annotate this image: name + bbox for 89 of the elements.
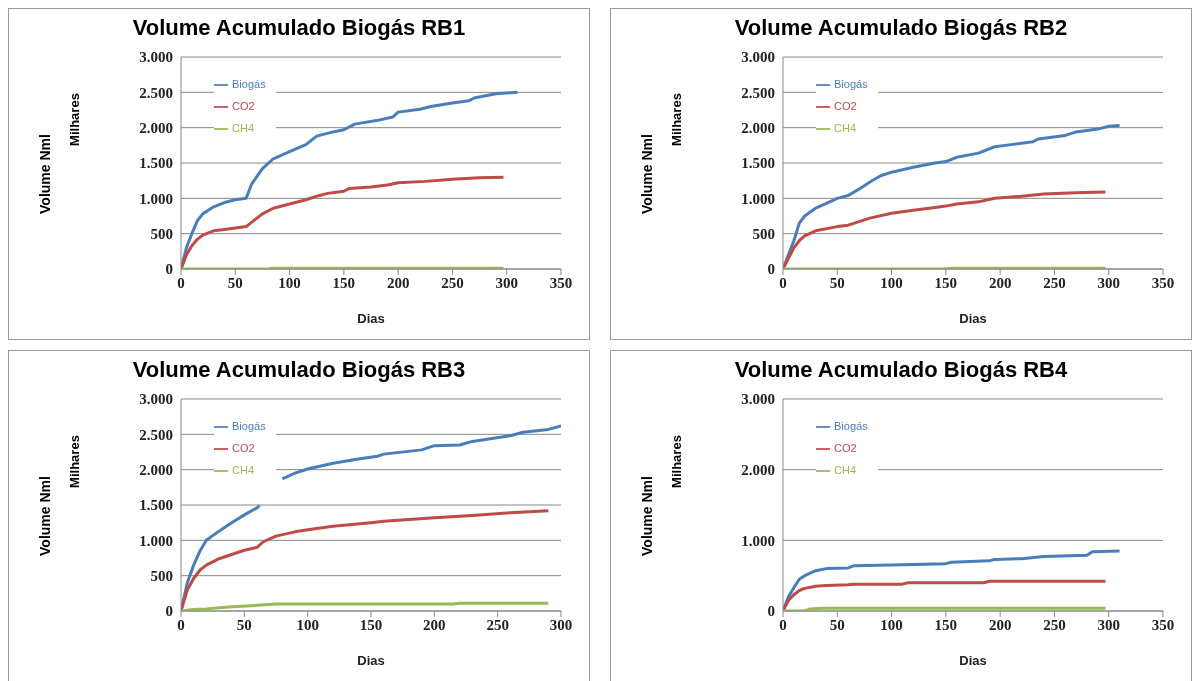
x-tick-label: 150 bbox=[332, 274, 356, 291]
text: Milhares bbox=[668, 92, 684, 146]
chart-title: Volume Acumulado Biogás RB2 bbox=[733, 15, 1069, 42]
x-tick-label: 100 bbox=[296, 616, 319, 633]
text: Milhares bbox=[66, 434, 82, 488]
x-tick-label: 350 bbox=[1151, 616, 1175, 633]
x-tick-label: 200 bbox=[988, 616, 1012, 633]
x-tick-label: 200 bbox=[386, 274, 410, 291]
x-tick-label: 250 bbox=[1043, 616, 1066, 633]
y-tick-label: 1.500 bbox=[741, 155, 775, 172]
x-axis-title: Dias bbox=[357, 653, 385, 668]
y-tick-label: 1.500 bbox=[139, 155, 173, 172]
y-tick-label: 2.500 bbox=[139, 426, 173, 443]
y-axis-title: Volume Nml bbox=[37, 134, 53, 214]
y-tick-label: 2.000 bbox=[741, 461, 775, 478]
legend-label: Biogás bbox=[834, 78, 868, 90]
x-tick-label: 300 bbox=[1097, 274, 1120, 291]
legend-label: CH4 bbox=[834, 122, 857, 134]
legend-label: CH4 bbox=[232, 464, 255, 476]
legend-label: CO2 bbox=[232, 100, 255, 112]
line-series bbox=[181, 601, 550, 611]
y-tick-label: 2.500 bbox=[139, 84, 173, 101]
legend-label: Biogás bbox=[834, 420, 868, 432]
x-tick-label: 350 bbox=[1151, 274, 1175, 291]
x-tick-label: 50 bbox=[829, 274, 845, 291]
y-tick-label: 1.500 bbox=[139, 497, 173, 514]
x-tick-label: 150 bbox=[934, 616, 958, 633]
x-tick-label: 50 bbox=[236, 616, 252, 633]
x-tick-label: 250 bbox=[1043, 274, 1066, 291]
legend-label: CO2 bbox=[834, 100, 857, 112]
x-tick-label: 300 bbox=[495, 274, 518, 291]
y-tick-label: 0 bbox=[767, 603, 775, 620]
x-axis-title: Dias bbox=[357, 311, 385, 326]
x-tick-label: 300 bbox=[549, 616, 573, 633]
x-tick-label: 0 bbox=[779, 274, 787, 291]
y-tick-label: 500 bbox=[150, 225, 173, 242]
x-tick-label: 50 bbox=[829, 616, 845, 633]
y-tick-label: 2.000 bbox=[139, 119, 173, 136]
y-tick-label: 2.500 bbox=[741, 84, 775, 101]
chart-title: Volume Acumulado Biogás RB4 bbox=[733, 357, 1069, 384]
y-tick-label: 0 bbox=[165, 261, 173, 278]
x-tick-label: 200 bbox=[423, 616, 446, 633]
y-tick-label: 3.000 bbox=[741, 49, 775, 66]
legend-label: CO2 bbox=[834, 442, 857, 454]
text: Milhares bbox=[668, 434, 684, 488]
chart-title: Volume Acumulado Biogás RB3 bbox=[131, 357, 467, 384]
legend-label: CH4 bbox=[834, 464, 857, 476]
line-series bbox=[783, 579, 1107, 611]
y-tick-label: 0 bbox=[165, 603, 173, 620]
y-tick-label: 1.000 bbox=[741, 190, 775, 207]
y-tick-label: 500 bbox=[150, 567, 173, 584]
x-axis-title: Dias bbox=[959, 653, 987, 668]
x-axis-title: Dias bbox=[959, 311, 987, 326]
x-tick-label: 0 bbox=[177, 274, 185, 291]
x-tick-label: 100 bbox=[880, 616, 903, 633]
x-tick-label: 300 bbox=[1097, 616, 1120, 633]
y-axis-title: Volume Nml bbox=[639, 134, 655, 214]
y-tick-label: 2.000 bbox=[741, 119, 775, 136]
chart-title: Volume Acumulado Biogás RB1 bbox=[131, 15, 467, 42]
x-tick-label: 50 bbox=[227, 274, 243, 291]
text: Milhares bbox=[66, 92, 82, 146]
y-tick-label: 500 bbox=[752, 225, 775, 242]
y-tick-label: 3.000 bbox=[139, 391, 173, 408]
x-tick-label: 150 bbox=[359, 616, 383, 633]
legend-label: Biogás bbox=[232, 78, 266, 90]
x-tick-label: 100 bbox=[278, 274, 301, 291]
x-tick-label: 100 bbox=[880, 274, 903, 291]
y-tick-label: 1.000 bbox=[139, 532, 173, 549]
line-series bbox=[181, 175, 505, 269]
x-tick-label: 0 bbox=[177, 616, 185, 633]
y-tick-label: 1.000 bbox=[139, 190, 173, 207]
x-tick-label: 150 bbox=[934, 274, 958, 291]
legend-label: CH4 bbox=[232, 122, 255, 134]
y-tick-label: 0 bbox=[767, 261, 775, 278]
y-axis-title: Volume Nml bbox=[639, 476, 655, 556]
line-series bbox=[181, 509, 550, 611]
y-tick-label: 3.000 bbox=[741, 391, 775, 408]
x-tick-label: 250 bbox=[441, 274, 464, 291]
x-tick-label: 250 bbox=[486, 616, 509, 633]
legend-label: Biogás bbox=[232, 420, 266, 432]
x-tick-label: 350 bbox=[549, 274, 573, 291]
line-series bbox=[783, 190, 1107, 269]
y-tick-label: 3.000 bbox=[139, 49, 173, 66]
x-tick-label: 200 bbox=[988, 274, 1012, 291]
x-tick-label: 0 bbox=[779, 616, 787, 633]
y-tick-label: 1.000 bbox=[741, 532, 775, 549]
y-axis-title: Volume Nml bbox=[37, 476, 53, 556]
legend-label: CO2 bbox=[232, 442, 255, 454]
y-tick-label: 2.000 bbox=[139, 461, 173, 478]
